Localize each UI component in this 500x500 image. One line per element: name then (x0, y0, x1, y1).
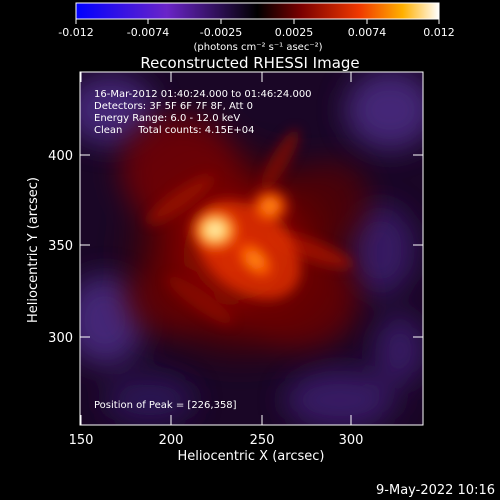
x-axis-label: Heliocentric X (arcsec) (178, 449, 325, 464)
x-tick-label: 150 (69, 433, 94, 448)
x-tick-label: 250 (250, 433, 275, 448)
colorbar-tick-label: -0.012 (58, 26, 93, 39)
annotation-peak-position: Position of Peak = [226,358] (94, 400, 237, 411)
colorbar-tick-label: -0.0074 (127, 26, 169, 39)
y-tick-label: 300 (48, 331, 73, 346)
colorbar-unit-label: (photons cm⁻² s⁻¹ asec⁻²) (193, 42, 322, 53)
colorbar-tick-label: -0.0025 (200, 26, 242, 39)
annotation-clean-counts: Clean Total counts: 4.15E+04 (94, 125, 254, 136)
colorbar-tick-label: 0.0074 (348, 26, 387, 39)
plot-frame (79, 71, 424, 426)
colorbar-tick-label: 0.012 (423, 26, 455, 39)
colorbar (75, 2, 440, 20)
annotation-detectors: Detectors: 3F 5F 6F 7F 8F, Att 0 (94, 101, 253, 112)
x-tick-label: 200 (159, 433, 184, 448)
footer-date: 9-May-2022 10:16 (376, 483, 495, 498)
annotation-time-range: 16-Mar-2012 01:40:24.000 to 01:46:24.000 (94, 89, 312, 100)
y-axis-label: Heliocentric Y (arcsec) (26, 177, 41, 323)
colorbar-ticks (75, 19, 440, 24)
plot-title: Reconstructed RHESSI Image (140, 54, 359, 72)
y-tick-label: 350 (48, 239, 73, 254)
x-axis-ticks (80, 72, 352, 425)
y-tick-label: 400 (48, 149, 73, 164)
colorbar-tick-label: 0.0025 (275, 26, 314, 39)
y-axis-ticks (80, 154, 423, 338)
rhessi-image (80, 72, 423, 425)
x-tick-label: 300 (339, 433, 364, 448)
annotation-energy-range: Energy Range: 6.0 - 12.0 keV (94, 113, 240, 124)
